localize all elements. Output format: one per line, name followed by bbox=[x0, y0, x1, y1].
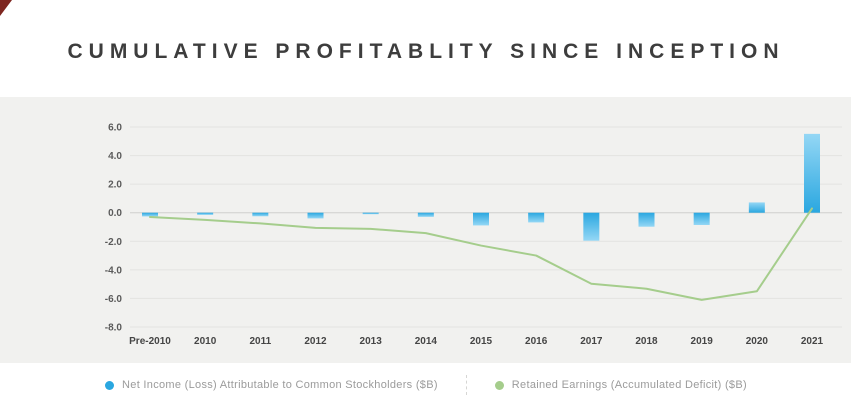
legend-item-net-income: Net Income (Loss) Attributable to Common… bbox=[105, 379, 438, 391]
chart-panel: 6.0 4.0 2.0 0.0 -2.0 -4.0 -6.0 -8.0 Pre-2010 2010… bbox=[0, 97, 851, 363]
bar-2014 bbox=[417, 212, 434, 217]
svg-text:2010: 2010 bbox=[194, 336, 217, 347]
bar-2010 bbox=[197, 212, 214, 215]
svg-text:2011: 2011 bbox=[249, 336, 271, 347]
retained-earnings-legend-label: Retained Earnings (Accumulated Deficit) … bbox=[511, 379, 747, 391]
bar-2015 bbox=[473, 212, 489, 226]
legend-item-retained-earnings: Retained Earnings (Accumulated Deficit) … bbox=[494, 379, 747, 391]
svg-text:-6.0: -6.0 bbox=[105, 294, 123, 305]
bar-2018 bbox=[638, 212, 655, 227]
svg-text:2019: 2019 bbox=[691, 336, 714, 347]
net-income-legend-dot bbox=[105, 380, 115, 390]
svg-text:6.0: 6.0 bbox=[108, 123, 122, 134]
bar-2020 bbox=[748, 202, 765, 213]
legend-divider bbox=[465, 375, 467, 395]
retained-earnings-line bbox=[149, 207, 813, 301]
bar-2011 bbox=[252, 212, 269, 217]
chart-title: CUMULATIVE PROFITABLITY SINCE INCEPTION bbox=[67, 40, 785, 63]
svg-text:2015: 2015 bbox=[470, 336, 493, 347]
bar-2013 bbox=[362, 212, 379, 215]
svg-text:2.0: 2.0 bbox=[108, 180, 122, 191]
net-income-legend-label: Net Income (Loss) Attributable to Common… bbox=[122, 379, 438, 391]
chart-svg: 6.0 4.0 2.0 0.0 -2.0 -4.0 -6.0 -8.0 Pre-2010 2010… bbox=[105, 123, 842, 347]
corner-mark bbox=[0, 0, 12, 16]
svg-text:2021: 2021 bbox=[801, 336, 824, 347]
retained-earnings-legend-dot bbox=[494, 380, 504, 390]
svg-text:Pre-2010: Pre-2010 bbox=[129, 336, 171, 347]
svg-text:2014: 2014 bbox=[415, 336, 438, 347]
svg-text:-4.0: -4.0 bbox=[105, 265, 123, 276]
bar-2016 bbox=[528, 212, 545, 223]
bar-2012 bbox=[307, 212, 324, 219]
svg-text:2012: 2012 bbox=[304, 336, 327, 347]
svg-text:-2.0: -2.0 bbox=[105, 237, 123, 248]
svg-text:4.0: 4.0 bbox=[108, 151, 122, 162]
svg-text:2018: 2018 bbox=[635, 336, 658, 347]
legend: Net Income (Loss) Attributable to Common… bbox=[0, 375, 852, 395]
svg-text:2016: 2016 bbox=[525, 336, 548, 347]
svg-text:2017: 2017 bbox=[580, 336, 603, 347]
svg-text:2013: 2013 bbox=[360, 336, 383, 347]
bar-2017 bbox=[583, 212, 600, 241]
bar-2021 bbox=[804, 133, 820, 213]
svg-text:-8.0: -8.0 bbox=[105, 323, 123, 334]
bar-2019 bbox=[693, 212, 710, 225]
bar-Pre-2010 bbox=[142, 212, 158, 217]
svg-text:0.0: 0.0 bbox=[108, 208, 122, 219]
svg-text:2020: 2020 bbox=[746, 336, 769, 347]
